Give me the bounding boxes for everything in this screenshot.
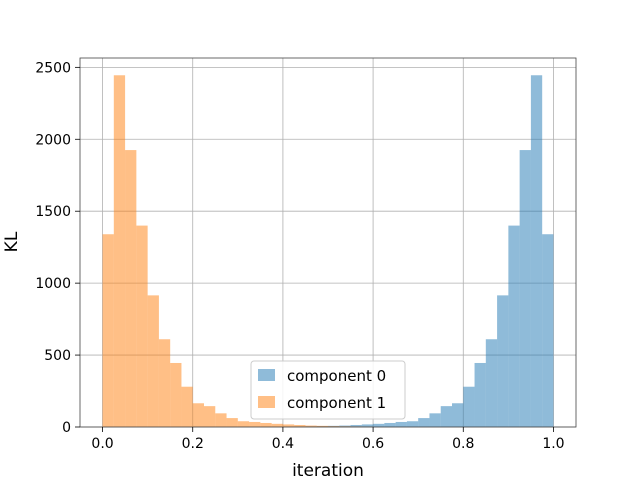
histogram-bar xyxy=(147,295,159,427)
y-tick-label: 500 xyxy=(44,348,71,364)
histogram-bar xyxy=(271,423,283,427)
histogram-bar xyxy=(395,421,407,427)
histogram-bar xyxy=(102,234,114,427)
y-tick-label: 1500 xyxy=(35,204,71,220)
histogram-bar xyxy=(497,295,509,427)
legend-swatch-component-0 xyxy=(258,369,275,381)
histogram-bar xyxy=(429,413,441,427)
series-1 xyxy=(102,75,374,428)
legend-box xyxy=(250,360,406,420)
y-axis-ticks: 0 500 1000 1500 2000 2500 xyxy=(35,60,80,436)
histogram-bar xyxy=(384,422,396,427)
y-tick-label: 2500 xyxy=(35,60,71,76)
x-tick-label: 1.0 xyxy=(542,436,564,452)
histogram-bar xyxy=(215,413,227,427)
histogram-bar xyxy=(113,75,126,428)
histogram-bar xyxy=(406,421,419,427)
histogram-bar xyxy=(361,424,374,427)
legend: component 0 component 1 xyxy=(250,360,406,420)
histogram-bar xyxy=(373,423,385,427)
histogram-bar xyxy=(542,234,554,427)
histogram-bar xyxy=(418,418,430,427)
x-tick-label: 0.4 xyxy=(272,436,294,452)
x-tick-label: 0.0 xyxy=(91,436,113,452)
histogram-bar xyxy=(530,75,543,428)
histogram-bar xyxy=(136,225,148,427)
histogram-bar xyxy=(452,403,464,427)
histogram-bar xyxy=(260,422,272,427)
histogram-bar xyxy=(249,421,261,427)
histogram-bar xyxy=(204,406,216,427)
histogram-bar xyxy=(519,150,531,427)
y-tick-label: 2000 xyxy=(35,132,71,148)
histogram-bar xyxy=(350,424,362,427)
histogram-bar xyxy=(485,339,498,427)
histogram-bar xyxy=(328,426,340,427)
histogram-bar xyxy=(294,424,306,427)
legend-label-component-1: component 1 xyxy=(287,394,386,412)
plot-frame xyxy=(79,57,577,428)
x-tick-label: 0.8 xyxy=(452,436,474,452)
histogram-bar xyxy=(237,421,250,427)
y-axis-label: KL xyxy=(2,231,22,252)
histogram-bar xyxy=(440,406,452,427)
histogram-bar xyxy=(192,403,204,427)
histogram-bar xyxy=(316,425,328,427)
y-tick-label: 1000 xyxy=(35,276,71,292)
x-tick-label: 0.6 xyxy=(362,436,384,452)
histogram-bar xyxy=(158,339,171,427)
x-axis-ticks: 0.0 0.2 0.4 0.6 0.8 1.0 xyxy=(91,427,565,452)
histogram-bar xyxy=(125,150,137,427)
histogram-bar xyxy=(474,362,486,427)
series-0 xyxy=(282,75,554,428)
legend-label-component-0: component 0 xyxy=(287,367,386,385)
histogram-bar xyxy=(226,418,238,427)
histogram-bar xyxy=(463,386,475,427)
histogram-bar xyxy=(508,225,520,427)
histogram-bar xyxy=(282,424,295,427)
histogram-bar xyxy=(170,362,182,427)
x-axis-label: iteration xyxy=(292,461,364,480)
histogram-bar xyxy=(181,386,193,427)
histogram-bars xyxy=(102,75,554,428)
x-tick-label: 0.2 xyxy=(182,436,204,452)
legend-swatch-component-1 xyxy=(258,396,275,408)
y-tick-label: 0 xyxy=(62,420,71,436)
histogram-bar xyxy=(305,425,317,427)
